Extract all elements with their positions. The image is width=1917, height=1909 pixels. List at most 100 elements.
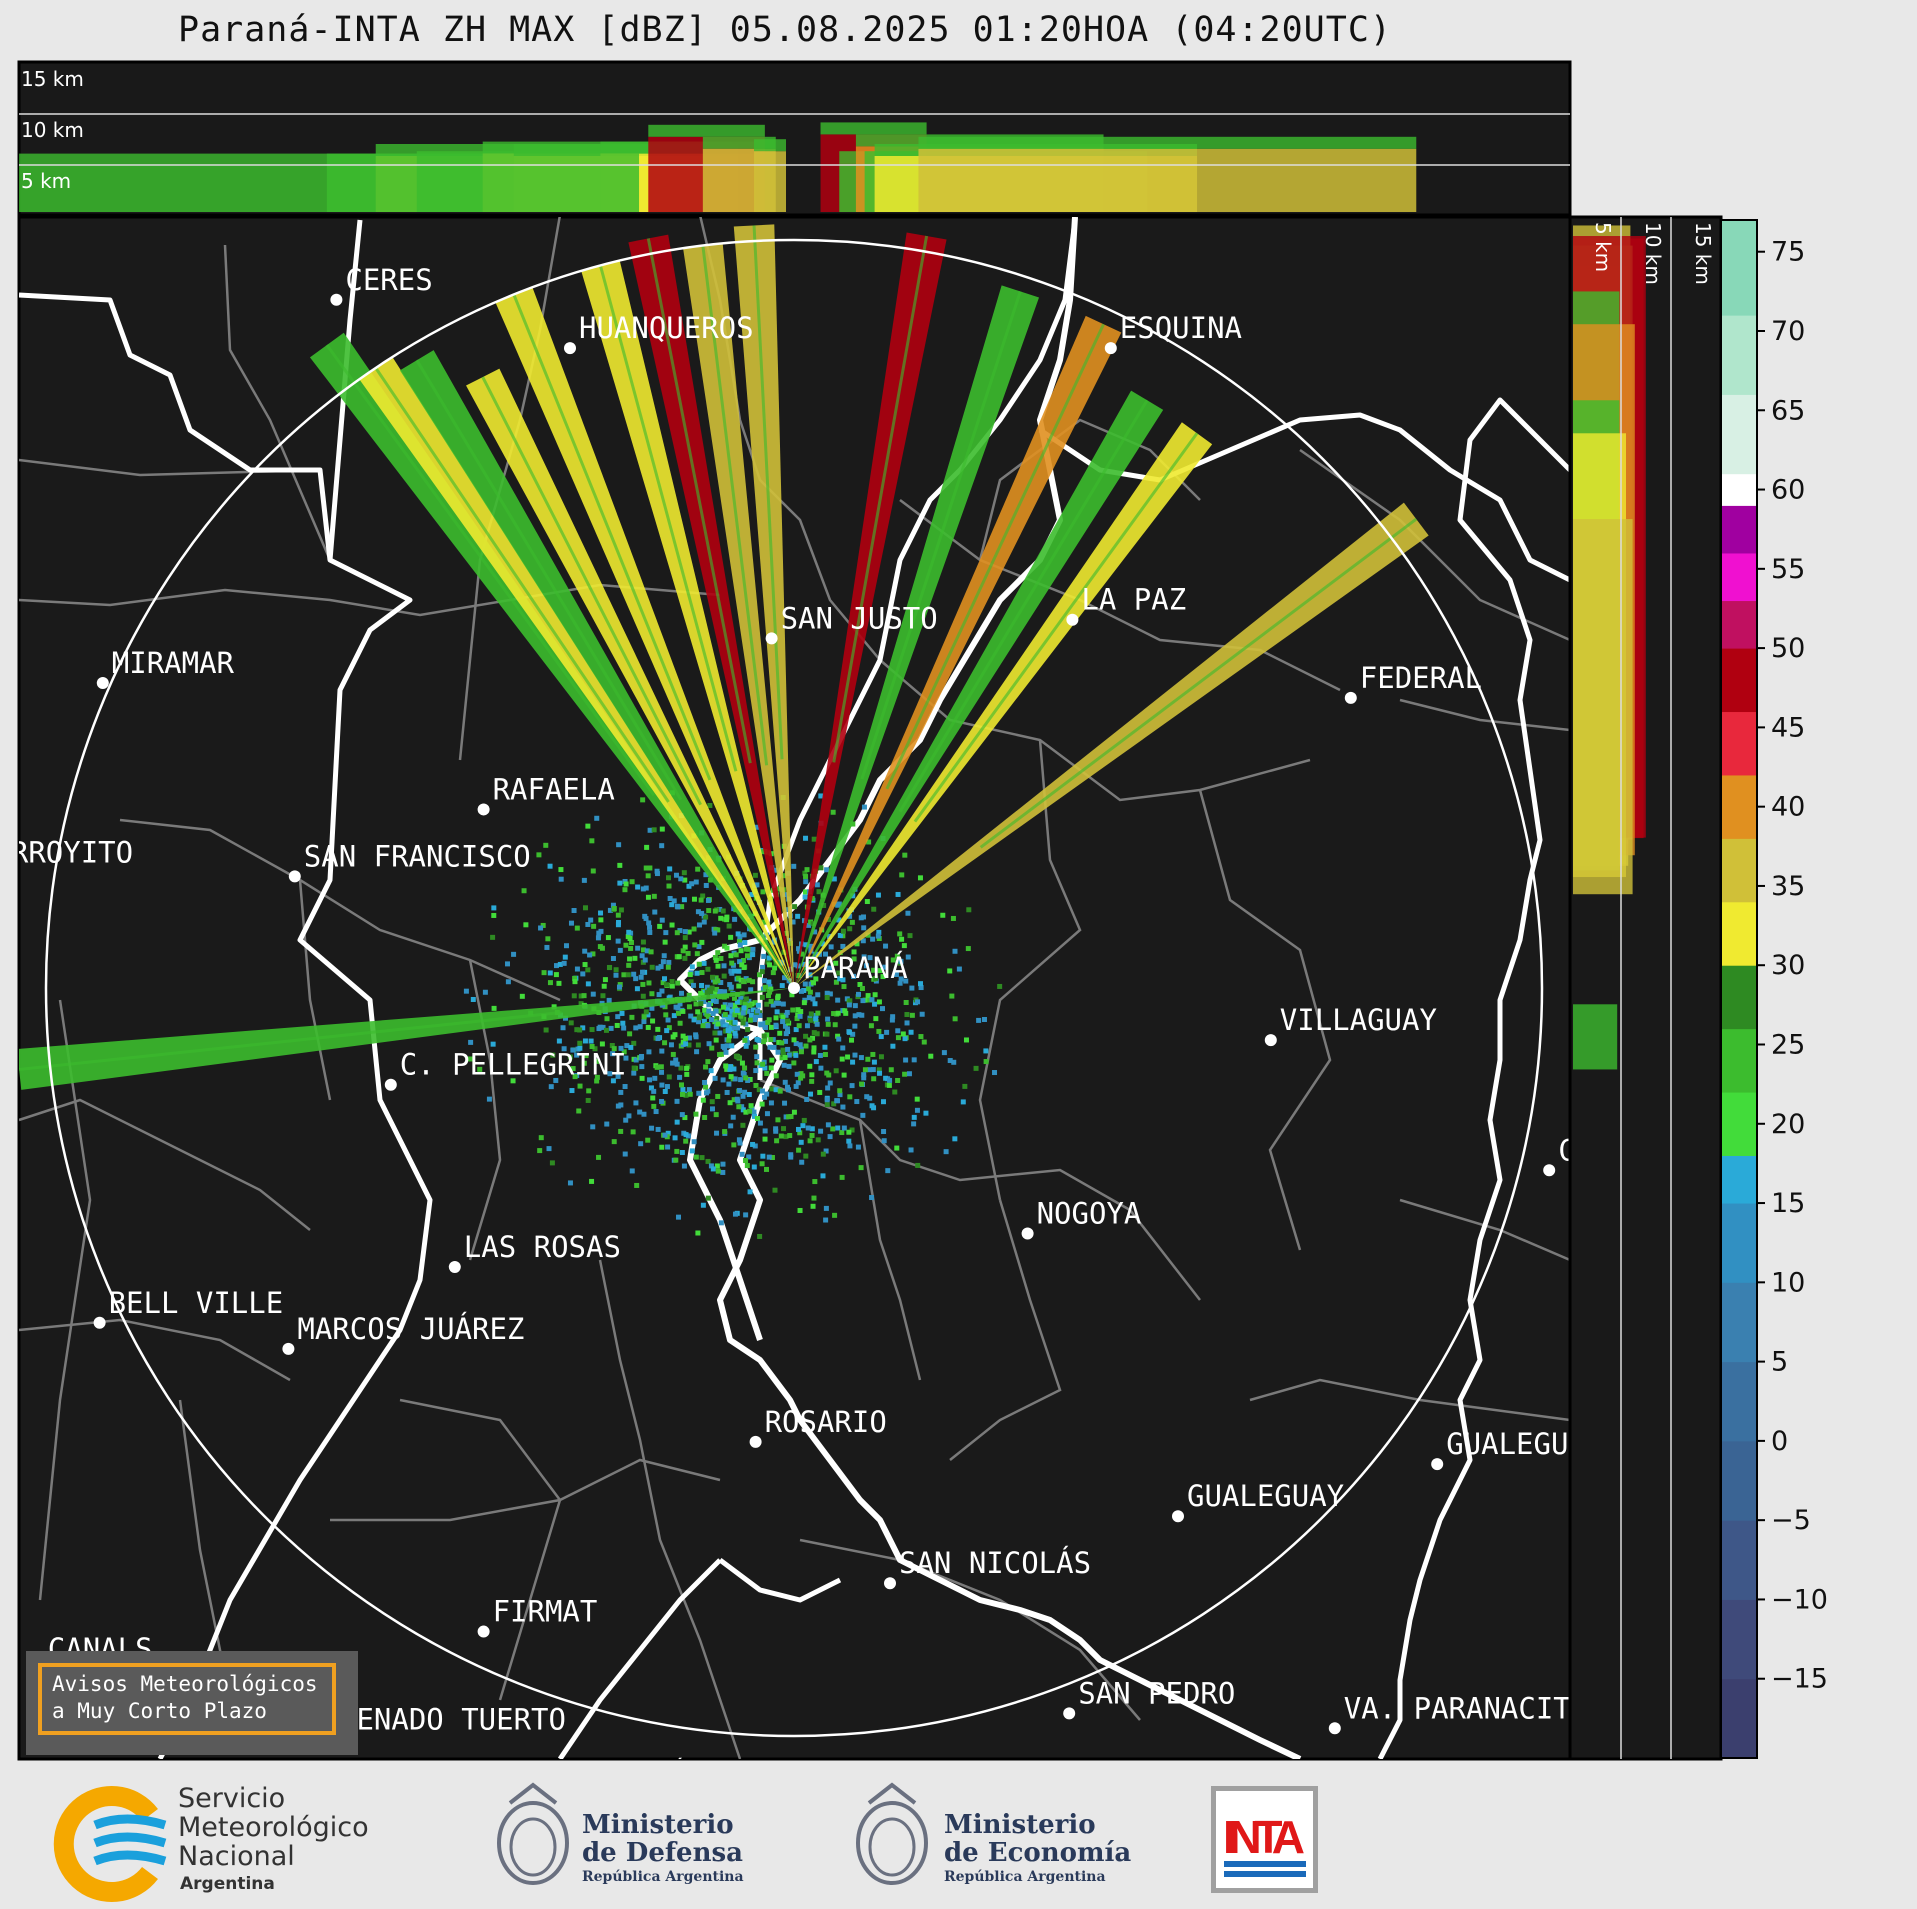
echo-speckle [491,905,497,911]
echo-speckle [631,1065,637,1071]
colorbar-tick-14: 5 [1771,1347,1788,1378]
echo-speckle [794,1071,800,1077]
echo-speckle [628,945,634,951]
echo-speckle [712,955,718,961]
echo-speckle [585,981,591,987]
echo-speckle [965,946,971,952]
echo-speckle [810,980,816,986]
echo-speckle [712,979,718,985]
echo-speckle [780,1047,786,1053]
echo-speckle [835,1125,841,1131]
echo-speckle [840,933,846,939]
echo-speckle [772,1187,778,1193]
echo-speckle [795,913,801,919]
echo-speckle [726,1037,732,1043]
echo-speckle [813,976,819,982]
echo-speckle [767,1044,773,1050]
defensa-line-1: Ministerio [582,1810,734,1840]
echo-speckle [659,917,665,923]
echo-speckle [743,996,749,1002]
echo-speckle [841,1072,847,1078]
echo-speckle [872,992,878,998]
echo-speckle [734,1007,740,1013]
echo-speckle [897,980,903,986]
echo-speckle [708,1163,714,1169]
echo-speckle [906,1071,912,1077]
echo-ray-0 [309,332,794,989]
echo-speckle [640,947,646,953]
echo-speckle [803,1033,809,1039]
echo-speckle [861,1072,867,1078]
echo-speckle [866,839,872,845]
colorbar-band-15 [1721,648,1757,713]
echo-speckle [893,971,899,977]
echo-speckle [696,1090,702,1096]
echo-speckle [674,930,680,936]
echo-speckle [463,988,469,994]
echo-speckle [617,947,623,953]
echo-speckle [860,1112,866,1118]
echo-ray-2 [399,350,794,988]
echo-speckle [693,1032,699,1038]
echo-speckle [689,1148,695,1154]
echo-speckle [841,1125,847,1131]
city-dot [477,803,490,816]
echo-speckle [543,842,549,848]
echo-speckle [899,872,905,878]
echo-speckle [703,1064,709,1070]
echo-speckle [747,1108,753,1114]
colorbar-band-4 [1721,1361,1757,1442]
echo-speckle [865,993,871,999]
echo-speckle [830,1126,836,1132]
echo-speckle [801,1117,807,1123]
city-label: PERGAMINO [787,1755,944,1789]
echo-speckle [811,1030,817,1036]
echo-speckle [880,974,886,980]
echo-speckle [862,1067,868,1073]
echo-speckle [769,1155,775,1161]
echo-speckle [800,1123,806,1129]
echo-speckle [870,936,876,942]
echo-speckle [683,1132,689,1138]
top-xs-echo-14 [918,148,1417,212]
city-dot [765,632,778,645]
echo-speckle [809,895,815,901]
echo-speckle [722,1045,728,1051]
echo-speckle [802,981,808,987]
echo-speckle [615,1014,621,1020]
echo-speckle [693,1154,699,1160]
echo-speckle [624,1043,630,1049]
echo-speckle [744,1040,750,1046]
echo-speckle [635,884,641,890]
echo-speckle [634,1182,640,1188]
echo-speckle [671,898,677,904]
defensa-line-3: República Argentina [582,1869,744,1885]
echo-speckle [731,1142,737,1148]
echo-speckle [714,986,720,992]
echo-speckle [760,964,766,970]
city-label: CERES [345,263,432,297]
echo-speckle [803,1153,809,1159]
echo-speckle [617,862,623,868]
colorbar-tick-5: 50 [1771,633,1805,664]
echo-speckle [547,970,553,976]
echo-speckle [847,1094,853,1100]
echo-speckle [589,1044,595,1050]
echo-speckle [643,1009,649,1015]
echo-speckle [613,972,619,978]
echo-speckle [768,1024,774,1030]
echo-speckle [724,945,730,951]
echo-speckle [756,972,762,978]
echo-speckle [682,929,688,935]
echo-speckle [860,938,866,944]
echo-speckle [617,880,623,886]
echo-speckle [788,1152,794,1158]
echo-speckle [576,1108,582,1114]
echo-speckle [875,933,881,939]
echo-speckle [677,1020,683,1026]
city-label: ROSARIO [765,1405,887,1439]
colorbar-tick-7: 40 [1771,792,1805,823]
echo-speckle [755,1002,761,1008]
echo-speckle [651,1103,657,1109]
colorbar-tick-10: 25 [1771,1029,1805,1060]
